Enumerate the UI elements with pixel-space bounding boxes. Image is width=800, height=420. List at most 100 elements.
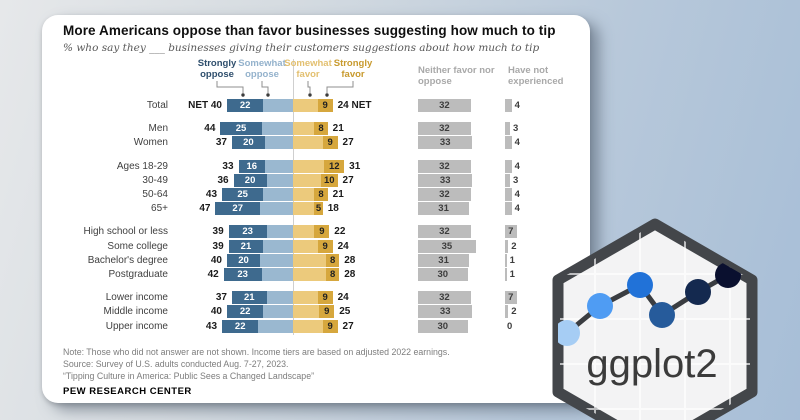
strongly-favor-value: 9: [327, 320, 333, 332]
net-favor-value: 27: [342, 137, 354, 149]
segment-strongly-favor: 8: [314, 122, 328, 136]
segment-somewhat-oppose: [263, 305, 293, 319]
net-oppose-value: 43: [205, 189, 218, 200]
net-oppose-value: NET 40: [188, 100, 222, 111]
net-oppose-value: 37: [215, 137, 227, 149]
segment-strongly-favor: 8: [326, 268, 340, 281]
row-label: Postgraduate: [108, 269, 169, 280]
segment-somewhat-favor: [293, 202, 315, 216]
strongly-favor-value: 9: [322, 240, 328, 252]
strongly-oppose-value: 20: [243, 137, 254, 149]
logo-dot-3: [627, 272, 653, 298]
segment-strongly-oppose: 22: [227, 99, 264, 112]
segment-somewhat-oppose: [266, 291, 293, 305]
segment-somewhat-oppose: [263, 99, 293, 112]
have-not-value: 3: [512, 123, 519, 135]
segment-somewhat-favor: [293, 291, 318, 305]
segment-somewhat-oppose: [264, 136, 293, 150]
column-header-have-not: Have not experienced: [508, 65, 564, 87]
net-favor-value: 24 NET: [337, 100, 372, 111]
segment-somewhat-oppose: [261, 122, 293, 136]
logo-dot-4: [649, 302, 675, 328]
segment-somewhat-favor: [293, 268, 326, 281]
segment-strongly-favor: 12: [324, 159, 345, 173]
neither-bar: 32: [418, 122, 471, 136]
strongly-favor-value: 9: [322, 292, 328, 304]
net-favor-value: 21: [332, 123, 344, 135]
strongly-oppose-value: 20: [244, 174, 256, 186]
segment-strongly-favor: 9: [322, 136, 338, 150]
segment-strongly-oppose: 16: [238, 159, 265, 173]
report-title-line: “Tipping Culture in America: Public Sees…: [63, 371, 315, 381]
hex-grid: [558, 226, 750, 420]
segment-somewhat-oppose: [263, 239, 293, 253]
strongly-favor-value: 10: [324, 174, 335, 186]
chart-title: More Americans oppose than favor busines…: [63, 23, 556, 38]
segment-somewhat-favor: [293, 253, 326, 267]
neither-bar: 32: [418, 291, 471, 305]
strongly-oppose-value: 27: [232, 203, 243, 215]
segment-somewhat-favor: [293, 173, 322, 187]
segment-strongly-favor: 9: [317, 99, 333, 112]
have-not-value: 7: [508, 226, 514, 238]
segment-somewhat-favor: [293, 239, 318, 253]
legend-somewhat-favor: Somewhat favor: [284, 58, 332, 80]
strongly-oppose-value: 20: [238, 254, 249, 266]
have-not-bar: [505, 173, 510, 187]
row-label: Men: [148, 123, 168, 135]
strongly-oppose-value: 25: [235, 123, 247, 135]
strongly-favor-value: 9: [327, 137, 333, 149]
neither-value: 33: [439, 137, 451, 149]
net-favor-value: 24: [337, 292, 349, 304]
have-not-value: 2: [511, 240, 517, 252]
have-not-value: 4: [514, 137, 520, 149]
net-favor-value: 18: [327, 203, 339, 215]
segment-somewhat-oppose: [263, 188, 293, 201]
segment-strongly-favor: 9: [314, 225, 330, 239]
legend-strongly-oppose: Strongly oppose: [197, 58, 237, 80]
segment-somewhat-favor: [293, 136, 323, 150]
note-line: Note: Those who did not answer are not s…: [63, 347, 450, 357]
row-label: Some college: [107, 240, 168, 252]
neither-value: 32: [439, 292, 450, 304]
net-oppose-value: 37: [215, 292, 227, 304]
segment-strongly-oppose: 22: [222, 319, 259, 333]
row-label: Lower income: [105, 292, 168, 304]
neither-value: 33: [439, 306, 451, 318]
segment-strongly-favor: 9: [319, 305, 335, 319]
net-oppose-value: 39: [212, 240, 224, 252]
strongly-favor-value: 9: [324, 306, 330, 318]
neither-value: 31: [438, 203, 449, 215]
segment-strongly-oppose: 20: [227, 253, 260, 267]
strongly-oppose-value: 23: [237, 269, 248, 280]
segment-somewhat-favor: [293, 122, 315, 136]
segment-strongly-favor: 8: [326, 253, 340, 267]
have-not-bar: [505, 268, 507, 281]
strongly-oppose-value: 16: [246, 160, 258, 172]
segment-somewhat-favor: [293, 319, 323, 333]
segment-somewhat-favor: [293, 159, 325, 173]
net-favor-value: 31: [349, 160, 361, 172]
neither-value: 32: [439, 100, 450, 111]
strongly-favor-value: 8: [329, 269, 336, 280]
neither-value: 31: [438, 254, 449, 266]
net-favor-value: 27: [342, 320, 354, 332]
legend-somewhat-oppose: Somewhat oppose: [238, 58, 286, 80]
segment-somewhat-oppose: [266, 173, 293, 187]
column-header-neither: Neither favor nor oppose: [418, 65, 495, 87]
strongly-oppose-value: 21: [243, 292, 255, 304]
have-not-bar: 7: [505, 225, 517, 239]
legend-strongly-favor: Strongly favor: [333, 58, 373, 80]
strongly-oppose-value: 22: [239, 306, 251, 318]
report-card: More Americans oppose than favor busines…: [42, 15, 590, 403]
segment-strongly-oppose: 23: [228, 225, 267, 239]
have-not-value: 1: [509, 269, 515, 280]
net-favor-value: 24: [337, 240, 349, 252]
net-oppose-value: 40: [210, 254, 222, 266]
segment-somewhat-favor: [293, 225, 315, 239]
chart-subtitle: % who say they ___ businesses giving the…: [63, 42, 540, 54]
have-not-bar: [505, 305, 509, 319]
segment-somewhat-favor: [293, 305, 320, 319]
have-not-value: 0: [507, 320, 513, 332]
net-favor-value: 28: [344, 269, 356, 280]
